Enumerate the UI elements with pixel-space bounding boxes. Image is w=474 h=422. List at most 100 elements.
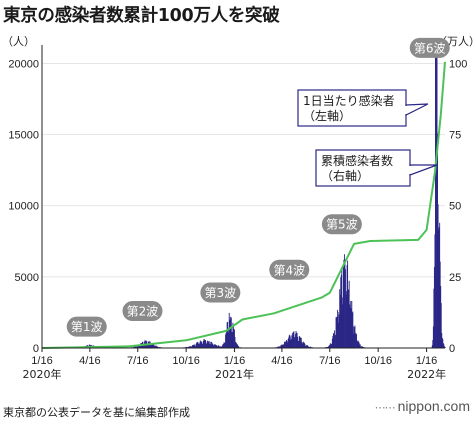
daily-bar [231, 332, 233, 348]
daily-bar [329, 345, 331, 348]
daily-bar [217, 346, 219, 348]
daily-bar [298, 336, 300, 348]
daily-bar [305, 345, 306, 348]
daily-bar [332, 333, 334, 348]
left-tick-label: 20000 [8, 58, 39, 70]
daily-bar [136, 345, 138, 348]
daily-bar [147, 344, 149, 348]
cumulative-series-line [41, 61, 446, 349]
daily-bar [236, 342, 238, 348]
daily-bar [436, 42, 438, 348]
daily-bar [232, 325, 234, 348]
daily-bar [360, 346, 362, 348]
daily-bar [229, 320, 231, 348]
daily-bar [300, 337, 302, 348]
daily-bar [302, 341, 304, 348]
daily-bar [222, 344, 224, 348]
daily-bar [221, 346, 223, 348]
daily-bar [337, 312, 339, 348]
callout-text: （右軸） [321, 168, 369, 183]
daily-bar [190, 346, 192, 348]
left-tick-label: 5000 [15, 272, 39, 284]
daily-bar [335, 317, 337, 348]
daily-bar [207, 340, 209, 348]
right-tick-label: 50 [449, 201, 461, 213]
daily-bar [219, 346, 221, 348]
daily-bar [301, 342, 303, 348]
daily-bar [206, 341, 208, 348]
daily-bar [336, 317, 337, 348]
daily-bar [357, 341, 359, 348]
daily-bar [232, 322, 234, 348]
daily-bar [156, 346, 158, 348]
daily-bar [287, 342, 289, 348]
daily-bar [308, 346, 310, 348]
daily-bar [350, 308, 352, 348]
daily-bar [290, 340, 292, 348]
daily-bar [350, 300, 352, 348]
grid-lines [42, 63, 445, 278]
daily-bar [134, 346, 135, 348]
daily-bar [361, 346, 363, 348]
daily-bar [228, 312, 230, 348]
x-year-label: 2020年 [23, 367, 62, 381]
daily-bar [224, 342, 226, 348]
daily-bar [214, 344, 215, 348]
daily-bar [209, 344, 211, 348]
daily-bar [216, 345, 218, 348]
daily-bar [353, 333, 355, 348]
daily-bar [288, 337, 290, 348]
daily-bar [282, 344, 284, 348]
daily-bar [297, 336, 299, 348]
daily-bar [301, 343, 303, 348]
daily-bar [442, 339, 444, 348]
daily-bar [326, 346, 328, 348]
daily-bar [333, 333, 335, 348]
daily-bar [296, 332, 298, 348]
daily-bar [188, 346, 190, 348]
daily-bar [344, 259, 346, 348]
daily-bar [214, 344, 216, 348]
daily-bar [197, 341, 199, 348]
daily-bar [213, 345, 215, 348]
right-tick-label: 75 [449, 130, 461, 142]
daily-bar [336, 316, 338, 348]
x-axis: 1/16 4/16 7/16 10/16 1/16 4/16 7/16 10/16 1/1620… [23, 45, 446, 381]
daily-bar [192, 345, 194, 348]
daily-bar [146, 344, 148, 348]
wave-labels: 第1波 第2波 第3波 第4波 第5波 第6波 [66, 37, 450, 337]
daily-bar [282, 344, 284, 348]
daily-bar [337, 309, 339, 348]
daily-bar [224, 342, 225, 348]
daily-bar [347, 260, 349, 348]
daily-bar [345, 269, 346, 348]
daily-bar [356, 333, 357, 348]
daily-bar [432, 326, 434, 348]
daily-bar [362, 346, 364, 348]
daily-bar [334, 334, 336, 348]
daily-bar [338, 314, 340, 348]
daily-bar [191, 345, 193, 348]
daily-bar [279, 346, 281, 348]
x-tick-label: 1/16 [416, 355, 437, 367]
daily-bar [356, 340, 358, 348]
daily-bar [439, 261, 441, 348]
daily-bar [298, 340, 300, 348]
daily-bar [230, 318, 232, 348]
daily-bar [291, 335, 293, 348]
daily-bar [304, 342, 305, 348]
daily-bar [230, 317, 232, 348]
daily-bar [353, 326, 355, 348]
daily-bar [287, 339, 289, 348]
wave-bubble [200, 282, 241, 303]
daily-bar [299, 337, 301, 348]
daily-bar [433, 267, 435, 348]
daily-bar [223, 342, 225, 348]
daily-bar [202, 343, 204, 348]
daily-bar [150, 345, 152, 348]
daily-bar [329, 343, 331, 348]
daily-bar [330, 344, 332, 348]
daily-bar [295, 333, 296, 348]
